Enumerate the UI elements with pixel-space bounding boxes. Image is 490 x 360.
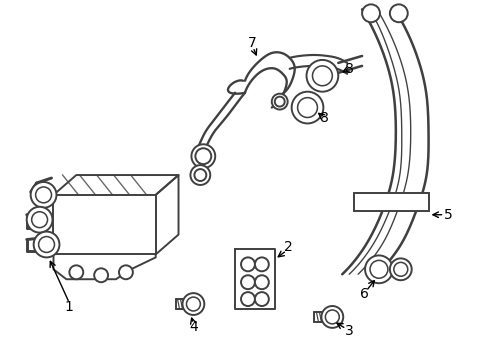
Circle shape <box>307 60 338 92</box>
Circle shape <box>394 262 408 276</box>
Circle shape <box>34 231 59 257</box>
Text: 6: 6 <box>360 287 368 301</box>
Circle shape <box>370 260 388 278</box>
Circle shape <box>313 66 332 86</box>
Circle shape <box>390 258 412 280</box>
Circle shape <box>119 265 133 279</box>
Circle shape <box>196 148 211 164</box>
Circle shape <box>325 310 339 324</box>
Text: 2: 2 <box>284 240 293 255</box>
Circle shape <box>187 297 200 311</box>
Circle shape <box>365 255 393 283</box>
Circle shape <box>39 237 54 252</box>
Text: 8: 8 <box>320 112 329 126</box>
Circle shape <box>192 144 215 168</box>
Circle shape <box>241 292 255 306</box>
Text: 8: 8 <box>345 62 354 76</box>
Circle shape <box>255 275 269 289</box>
Circle shape <box>241 275 255 289</box>
Circle shape <box>32 212 48 228</box>
Circle shape <box>362 4 380 22</box>
Circle shape <box>297 98 318 117</box>
Circle shape <box>26 207 52 233</box>
Circle shape <box>70 265 83 279</box>
Text: 3: 3 <box>345 324 354 338</box>
Text: 1: 1 <box>65 300 74 314</box>
Text: 5: 5 <box>444 208 453 222</box>
Circle shape <box>255 257 269 271</box>
Circle shape <box>191 165 210 185</box>
Circle shape <box>182 293 204 315</box>
Circle shape <box>272 94 288 109</box>
Circle shape <box>255 292 269 306</box>
Text: 7: 7 <box>247 36 256 50</box>
Circle shape <box>94 268 108 282</box>
Circle shape <box>195 169 206 181</box>
Circle shape <box>36 187 51 203</box>
Circle shape <box>31 182 56 208</box>
Circle shape <box>275 96 285 107</box>
Text: 4: 4 <box>189 320 198 334</box>
Circle shape <box>241 257 255 271</box>
Circle shape <box>390 4 408 22</box>
Circle shape <box>292 92 323 123</box>
Circle shape <box>321 306 343 328</box>
Bar <box>354 193 429 211</box>
